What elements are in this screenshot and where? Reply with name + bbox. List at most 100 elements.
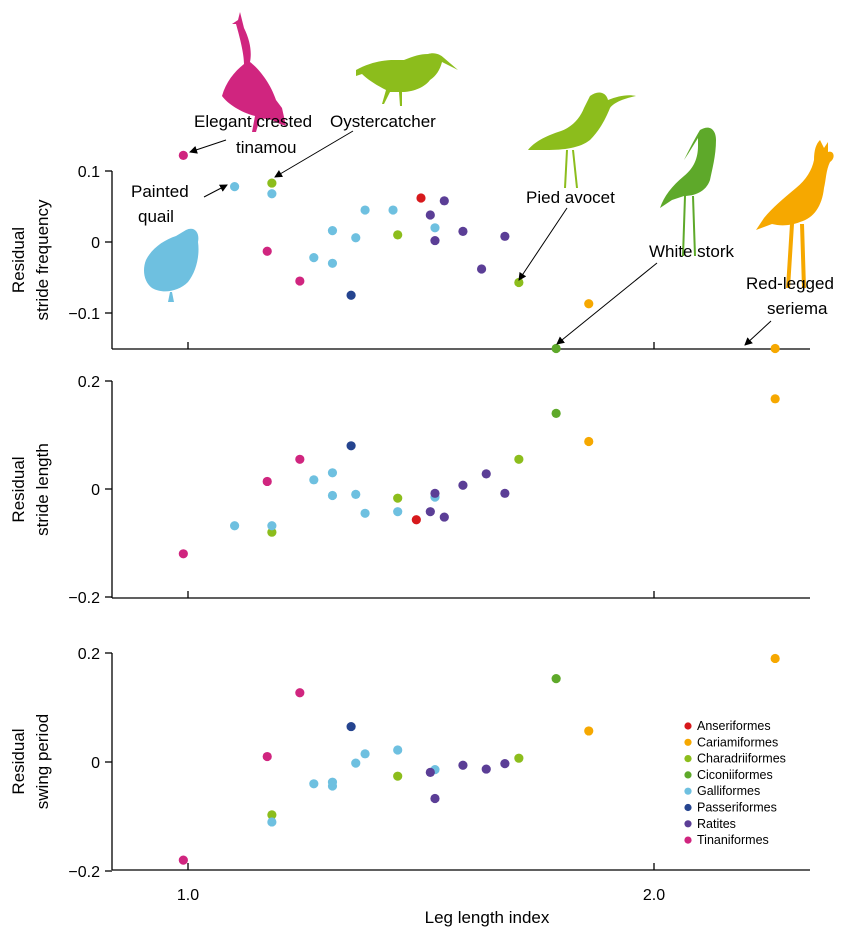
data-point-ratites xyxy=(430,793,440,804)
data-point-galliformes xyxy=(327,490,338,501)
legend-marker xyxy=(684,755,692,763)
avocet-icon xyxy=(528,92,636,188)
legend-marker xyxy=(684,803,692,812)
data-point-ratites xyxy=(476,264,487,274)
data-point-galliformes xyxy=(351,489,361,499)
data-point-tinaniformes xyxy=(262,751,272,762)
data-point-tinaniformes xyxy=(178,855,188,865)
annotation-quail-line1: Painted xyxy=(131,182,189,201)
data-point-ratites xyxy=(430,235,440,246)
data-point-galliformes xyxy=(230,521,240,531)
data-point-charadriiformes xyxy=(267,178,277,188)
data-point-ratites xyxy=(439,512,449,522)
data-point-galliformes xyxy=(267,521,277,531)
data-point-anseriformes xyxy=(416,193,426,203)
y-tick-label: −0.2 xyxy=(68,864,100,881)
data-point-ratites xyxy=(481,764,491,774)
data-point-galliformes xyxy=(393,507,403,517)
data-point-charadriiformes xyxy=(267,810,277,820)
data-point-charadriiformes xyxy=(393,230,403,240)
data-point-tinaniformes xyxy=(178,150,188,160)
legend-label: Cariamiformes xyxy=(697,735,778,749)
y-axis-title-line: swing period xyxy=(33,714,52,809)
data-point-tinaniformes xyxy=(262,246,272,256)
legend: Anseriformes Cariamiformes Charadriiformes… xyxy=(684,719,786,847)
legend-marker xyxy=(684,722,692,730)
data-point-ratites xyxy=(425,767,435,777)
annotation-tinamou-line2: tinamou xyxy=(236,138,296,157)
data-point-ciconiiformes xyxy=(551,674,561,684)
legend-label: Charadriiformes xyxy=(697,752,786,766)
y-tick-label: −0.1 xyxy=(68,306,100,323)
x-tick-label: 2.0 xyxy=(643,887,665,904)
data-point-galliformes xyxy=(388,205,398,215)
legend-label: Passeriformes xyxy=(697,801,777,815)
data-point-charadriiformes xyxy=(514,277,524,288)
y-tick-label: 0.2 xyxy=(78,646,100,663)
annotation-quail-line2: quail xyxy=(138,207,174,226)
data-point-ratites xyxy=(458,226,468,236)
y-tick-label: 0 xyxy=(91,482,100,499)
data-point-galliformes xyxy=(351,233,361,243)
data-point-cariamiformes xyxy=(770,343,780,354)
data-point-galliformes xyxy=(267,189,277,199)
data-point-passeriformes xyxy=(346,441,356,451)
y-axis-title: Residual stride length xyxy=(9,443,52,536)
data-point-galliformes xyxy=(309,779,319,789)
annotation-oystercatcher: Oystercatcher xyxy=(330,112,436,131)
y-axis-title-line: Residual xyxy=(9,728,28,794)
data-point-charadriiformes xyxy=(514,753,524,763)
data-point-cariamiformes xyxy=(770,394,780,404)
data-point-charadriiformes xyxy=(393,493,403,503)
oystercatcher-icon xyxy=(356,53,458,106)
panels: 0.1 0 −0.1 Residual stride frequency 0.2 0 −0.2… xyxy=(9,150,810,927)
arrow-stork xyxy=(556,262,658,345)
data-point-ratites xyxy=(425,507,435,517)
data-point-galliformes xyxy=(327,781,338,791)
data-point-galliformes xyxy=(360,749,370,759)
legend-marker xyxy=(684,787,692,795)
data-point-galliformes xyxy=(327,468,338,478)
x-tick-label: 1.0 xyxy=(177,887,199,904)
arrow-oystercatcher xyxy=(274,130,354,178)
annotation-avocet: Pied avocet xyxy=(526,188,615,207)
annotation-tinamou-line1: Elegant crested xyxy=(194,112,312,131)
data-point-galliformes xyxy=(351,758,361,768)
y-axis-title: Residual stride frequency xyxy=(9,199,52,320)
data-point-charadriiformes xyxy=(514,454,524,464)
tinamou-icon xyxy=(222,12,286,132)
data-point-galliformes xyxy=(230,182,240,192)
y-axis-title-line: stride frequency xyxy=(33,199,52,320)
data-point-cariamiformes xyxy=(584,299,594,309)
y-tick-label: −0.2 xyxy=(68,590,100,607)
data-point-tinaniformes xyxy=(295,276,305,286)
annotation-seriema-line2: seriema xyxy=(767,299,828,318)
arrow-tinamou xyxy=(189,139,227,154)
data-point-charadriiformes xyxy=(267,527,277,537)
data-point-ratites xyxy=(430,488,440,498)
data-point-galliformes xyxy=(267,817,277,827)
data-point-ratites xyxy=(500,488,510,498)
arrow-seriema xyxy=(744,320,772,346)
legend-marker xyxy=(684,771,692,779)
legend-label: Anseriformes xyxy=(697,719,771,733)
data-point-galliformes xyxy=(327,258,338,268)
legend-marker xyxy=(684,836,692,844)
legend-label: Galliformes xyxy=(697,784,760,798)
data-point-ratites xyxy=(458,480,468,490)
data-point-ratites xyxy=(425,210,435,220)
x-axis-title: Leg length index xyxy=(425,908,550,927)
data-point-charadriiformes xyxy=(393,771,403,781)
legend-label: Ciconiiformes xyxy=(697,768,773,782)
y-axis-title-line: Residual xyxy=(9,227,28,293)
quail-icon xyxy=(144,228,199,302)
data-point-tinaniformes xyxy=(295,688,305,698)
data-point-cariamiformes xyxy=(584,436,594,447)
data-point-tinaniformes xyxy=(295,454,305,464)
legend-label: Tinaniformes xyxy=(697,833,769,847)
y-tick-label: 0.2 xyxy=(78,374,100,391)
y-tick-label: 0 xyxy=(91,755,100,772)
legend-label: Ratites xyxy=(697,817,736,831)
data-point-galliformes xyxy=(309,475,319,485)
